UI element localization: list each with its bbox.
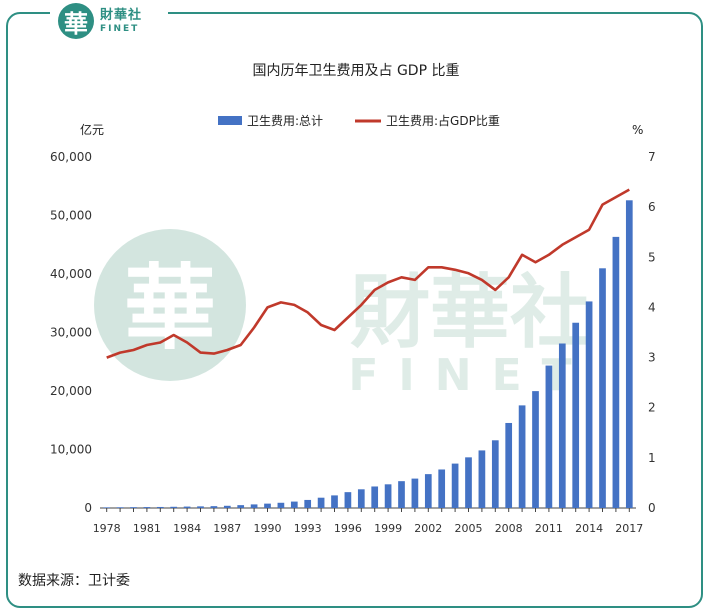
bar [424,474,432,508]
y-left-tick-label: 50,000 [50,209,92,223]
y-left-tick-label: 20,000 [50,384,92,398]
bar [491,440,499,508]
watermark: 華 財華社 FINET [94,229,591,401]
watermark-mark: 華 [124,254,216,362]
watermark-name-cn: 財華社 [350,266,590,359]
y-right-tick-label: 6 [648,200,656,214]
y-left-tick-label: 40,000 [50,267,92,281]
y-right-tick-label: 7 [648,150,656,164]
y-left-tick-label: 30,000 [50,326,92,340]
x-tick-label: 1987 [213,522,241,535]
y-left-tick-label: 60,000 [50,150,92,164]
x-tick-label: 1981 [133,522,161,535]
y-right-tick-label: 4 [648,300,656,314]
x-tick-label: 1978 [93,522,121,535]
bar [264,503,271,508]
bar [170,506,178,508]
bar [398,481,405,508]
bar [331,495,338,508]
bar [357,489,365,508]
legend-bar-label: 卫生费用:总计 [247,114,323,128]
bar [344,492,352,508]
y-left-tick-label: 10,000 [50,443,92,457]
chart-title: 国内历年卫生费用及占 GDP 比重 [253,63,460,79]
x-tick-label: 1984 [173,522,201,535]
bar [116,507,124,508]
line-series [106,188,630,359]
watermark-circle [94,229,246,381]
bar [625,200,633,508]
finet-logo: 華 財華社 FINET [58,1,142,41]
bar [384,484,392,508]
bar [277,502,285,508]
left-axis-unit: 亿元 [80,122,104,137]
bar [451,463,459,508]
bar [438,469,446,508]
bar [411,478,419,508]
legend-bar-swatch [218,116,242,125]
bar [290,501,298,508]
bar [545,365,553,508]
bar [371,486,379,508]
logo-mark: 華 [58,3,94,39]
right-axis-unit: % [632,123,643,137]
panel-frame [6,12,703,608]
bar [532,391,539,508]
x-tick-label: 1996 [334,522,362,535]
axes: 0 10,000 20,000 30,000 40,000 50,000 60,000 0 1 2… [50,150,656,535]
y-right-tick-label: 0 [648,501,656,515]
x-tick-label: 2005 [455,522,483,535]
y-left-tick-label: 0 [84,501,92,515]
x-tick-label: 2002 [414,522,442,535]
bar [210,506,218,508]
bar [130,507,137,508]
x-tick-label: 2014 [575,522,603,535]
bar [612,236,620,508]
x-tick-label: 1993 [294,522,322,535]
legend: 卫生费用:总计 卫生费用:占GDP比重 [218,113,500,128]
logo-text: 財華社 FINET [100,9,142,34]
bar [572,322,580,508]
bar [558,343,566,508]
y-right-tick-label: 1 [648,451,656,465]
bar [250,504,258,508]
legend-line-label: 卫生费用:占GDP比重 [386,113,500,128]
bar [478,450,486,508]
bar [103,507,111,508]
bar [585,301,593,508]
bar [599,268,606,508]
x-tick-label: 2011 [535,522,563,535]
logo-name-en: FINET [100,23,140,34]
logo-name-cn: 財華社 [100,7,143,23]
watermark-name-en: FINET [348,350,591,401]
bar [505,422,513,508]
source-note: 数据来源：卫计委 [18,573,130,589]
y-right-tick-label: 5 [648,250,656,264]
gdp-ratio-line [106,188,630,359]
x-tick-label: 2017 [615,522,643,535]
bar-series [103,200,633,508]
bar [197,506,204,508]
x-tick-label: 1990 [254,522,282,535]
x-tick-label: 1999 [374,522,402,535]
bar [183,506,191,508]
bar [143,507,151,508]
bar [156,506,164,508]
bar [223,505,231,508]
bar [317,497,325,508]
bar [237,505,245,508]
bar [465,457,472,508]
y-right-tick-label: 3 [648,351,656,365]
y-right-tick-label: 2 [648,401,656,415]
bar [518,405,526,508]
x-tick-label: 2008 [495,522,523,535]
bar [304,499,312,508]
